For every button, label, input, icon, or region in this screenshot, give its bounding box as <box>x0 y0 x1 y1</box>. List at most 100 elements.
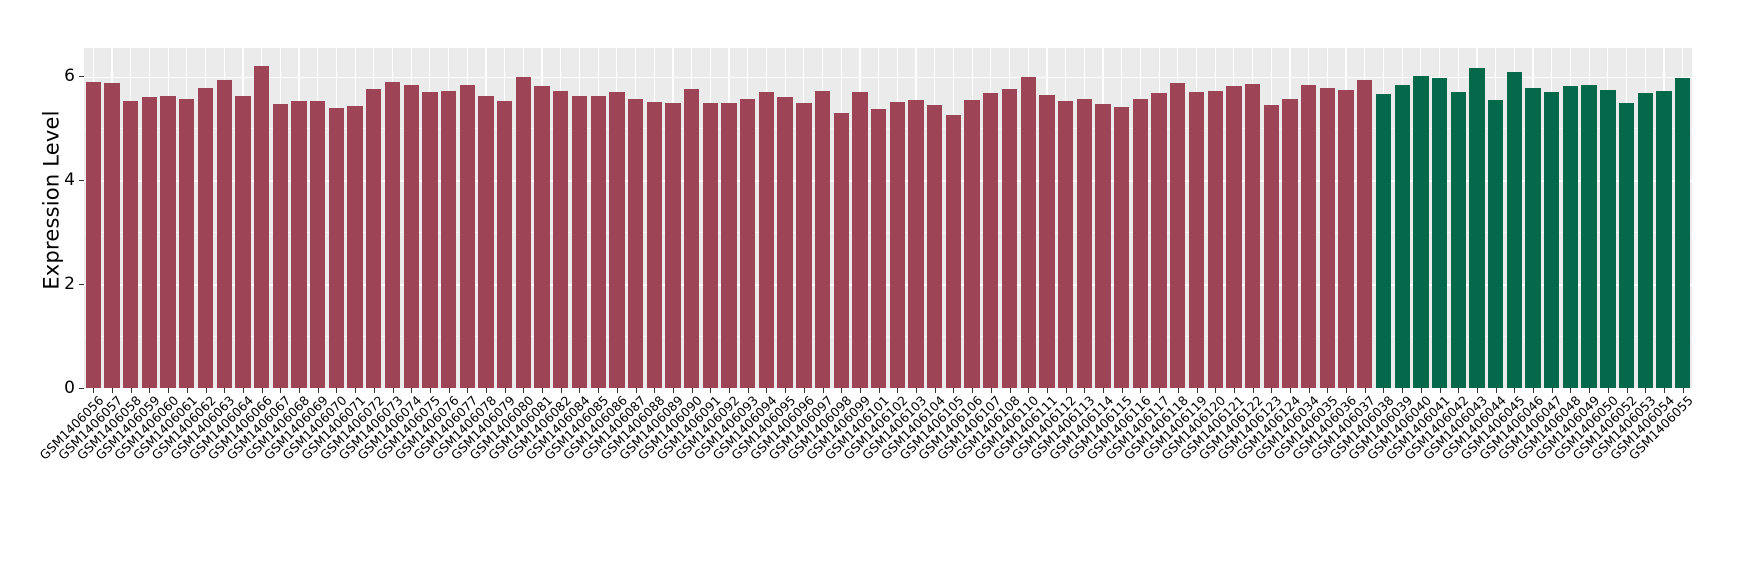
bars-layer <box>84 48 1692 388</box>
bar[interactable] <box>553 91 569 388</box>
bar[interactable] <box>104 83 120 388</box>
bar[interactable] <box>1076 98 1092 388</box>
bar[interactable] <box>627 98 644 388</box>
bar[interactable] <box>1394 84 1410 388</box>
bar[interactable] <box>796 102 812 388</box>
x-axis-tick-mark <box>616 388 618 393</box>
bar[interactable] <box>1469 68 1485 388</box>
bar[interactable] <box>1413 76 1429 388</box>
bar[interactable] <box>1562 85 1579 388</box>
bar[interactable] <box>609 92 625 388</box>
x-axis-tick-mark <box>224 388 226 393</box>
bar[interactable] <box>515 77 532 388</box>
x-axis-tick-mark <box>1327 388 1329 393</box>
bar[interactable] <box>964 99 980 388</box>
bar[interactable] <box>1618 102 1635 388</box>
bar[interactable] <box>1001 89 1018 388</box>
bar[interactable] <box>758 92 775 388</box>
x-axis-tick-mark <box>972 388 974 393</box>
bar[interactable] <box>1581 85 1597 388</box>
bar[interactable] <box>1263 104 1279 388</box>
bar[interactable] <box>1506 71 1523 388</box>
bar[interactable] <box>1020 77 1036 388</box>
bar[interactable] <box>740 98 756 388</box>
bar[interactable] <box>497 100 513 388</box>
bar[interactable] <box>1226 85 1242 388</box>
bar[interactable] <box>366 89 382 388</box>
bar[interactable] <box>422 92 438 388</box>
bar[interactable] <box>1188 92 1205 388</box>
bar[interactable] <box>777 96 793 388</box>
x-axis-tick-mark <box>317 388 319 393</box>
bar[interactable] <box>1674 78 1691 388</box>
bar[interactable] <box>534 86 550 388</box>
bar[interactable] <box>328 107 345 388</box>
bar[interactable] <box>814 91 831 388</box>
bar[interactable] <box>684 88 700 388</box>
bar[interactable] <box>403 84 419 388</box>
bar[interactable] <box>1244 83 1261 388</box>
bar[interactable] <box>646 102 662 388</box>
bar[interactable] <box>927 105 943 388</box>
bar[interactable] <box>833 112 849 388</box>
bar[interactable] <box>1282 98 1298 388</box>
bar[interactable] <box>235 96 251 388</box>
bar[interactable] <box>1114 107 1130 388</box>
bar[interactable] <box>459 85 475 388</box>
bar[interactable] <box>983 93 999 388</box>
bar[interactable] <box>1301 85 1317 388</box>
bar[interactable] <box>253 66 270 388</box>
bar[interactable] <box>1039 95 1055 388</box>
bar[interactable] <box>440 91 457 388</box>
bar[interactable] <box>702 102 719 388</box>
bar[interactable] <box>1095 104 1111 388</box>
x-axis-tick-mark <box>261 388 263 393</box>
bar[interactable] <box>908 99 924 388</box>
bar[interactable] <box>590 96 606 388</box>
bar[interactable] <box>179 98 195 388</box>
bar[interactable] <box>197 87 214 388</box>
bar[interactable] <box>870 109 887 388</box>
bar[interactable] <box>1170 82 1186 388</box>
bar[interactable] <box>478 95 494 388</box>
bar[interactable] <box>665 103 681 388</box>
bar[interactable] <box>1338 90 1354 388</box>
x-axis-tick-mark <box>1645 388 1647 393</box>
bar[interactable] <box>1375 94 1392 388</box>
bar[interactable] <box>721 103 737 388</box>
bar[interactable] <box>1057 100 1074 388</box>
x-axis-tick-mark <box>897 388 899 393</box>
bar[interactable] <box>571 96 588 388</box>
bar[interactable] <box>1450 91 1466 388</box>
bar[interactable] <box>1544 91 1560 388</box>
bar[interactable] <box>160 95 176 388</box>
bar[interactable] <box>216 79 232 388</box>
bar[interactable] <box>1357 79 1373 388</box>
bar[interactable] <box>852 91 868 388</box>
bar[interactable] <box>1132 98 1149 388</box>
bar[interactable] <box>1431 77 1448 388</box>
bar[interactable] <box>384 81 401 388</box>
y-axis-tick-mark <box>79 179 84 181</box>
bar[interactable] <box>889 102 905 388</box>
bar[interactable] <box>1207 90 1223 388</box>
bar[interactable] <box>272 104 288 388</box>
bar[interactable] <box>291 100 307 388</box>
bar[interactable] <box>310 100 326 388</box>
bar[interactable] <box>1600 90 1616 388</box>
bar[interactable] <box>347 105 363 388</box>
bar[interactable] <box>1319 87 1336 388</box>
x-axis-tick-mark <box>1065 388 1067 393</box>
bar[interactable] <box>1656 91 1672 388</box>
bar[interactable] <box>1151 92 1167 388</box>
x-axis-tick-mark <box>299 388 301 393</box>
bar[interactable] <box>1525 87 1541 388</box>
bar[interactable] <box>85 82 101 388</box>
bar[interactable] <box>1488 100 1504 388</box>
x-axis-tick-mark <box>1439 388 1441 393</box>
bar[interactable] <box>141 97 158 388</box>
bar[interactable] <box>123 100 139 388</box>
x-axis-tick-mark <box>205 388 207 393</box>
bar[interactable] <box>945 114 962 388</box>
bar[interactable] <box>1637 93 1653 388</box>
